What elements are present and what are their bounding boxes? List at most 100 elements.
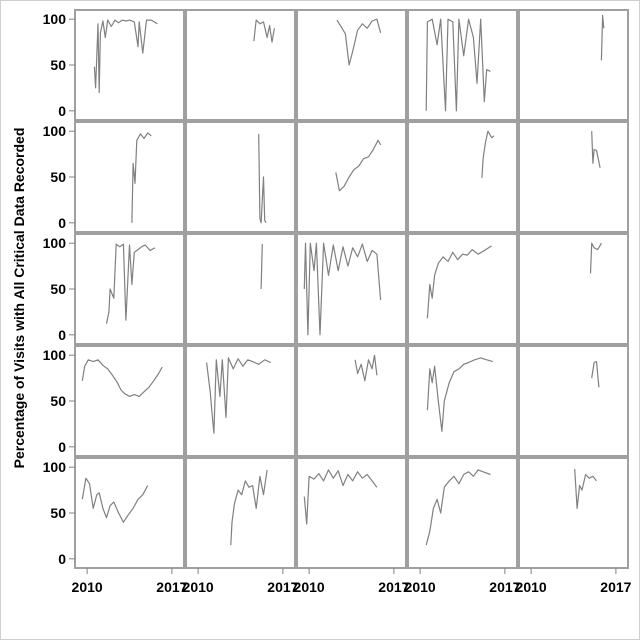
y-tick-label: 50 bbox=[50, 505, 66, 521]
panel-frame bbox=[185, 457, 296, 569]
x-tick-label: 2017 bbox=[267, 579, 298, 595]
panel-frame bbox=[185, 9, 296, 121]
y-tick-label: 50 bbox=[50, 57, 66, 73]
panel-r3-c2 bbox=[185, 233, 296, 345]
panel-frame bbox=[296, 121, 407, 233]
panel-r4-c1 bbox=[74, 345, 185, 457]
panel-r4-c3 bbox=[296, 345, 407, 457]
x-tick-label: 2017 bbox=[378, 579, 409, 595]
y-ticks-group: 0 50 100 0 50 100 0 50 100 0 50 100 0 50 100 bbox=[43, 11, 75, 567]
series-line bbox=[574, 468, 597, 509]
panel-r5-c4 bbox=[407, 457, 518, 569]
panel-r4-c4 bbox=[407, 345, 518, 457]
panel-r2-c4 bbox=[407, 121, 518, 233]
panel-frame bbox=[407, 9, 518, 121]
panel-frame bbox=[407, 121, 518, 233]
panel-frame bbox=[74, 345, 185, 457]
panel-r5-c3 bbox=[296, 457, 407, 569]
y-tick-label: 100 bbox=[43, 235, 67, 251]
y-tick-label: 100 bbox=[43, 347, 67, 363]
panel-r2-c2 bbox=[185, 121, 296, 233]
series-line bbox=[426, 357, 493, 432]
panel-r2-c3 bbox=[296, 121, 407, 233]
series-line bbox=[303, 469, 378, 525]
series-line bbox=[335, 139, 382, 192]
x-tick-label: 2010 bbox=[294, 579, 325, 595]
y-tick-label: 0 bbox=[58, 551, 66, 567]
y-tick-label: 0 bbox=[58, 439, 66, 455]
panel-r1-c4 bbox=[407, 9, 518, 121]
panel-r3-c3 bbox=[296, 233, 407, 345]
x-tick-label: 2017 bbox=[156, 579, 187, 595]
panel-frame bbox=[296, 345, 407, 457]
panel-r4-c5 bbox=[518, 345, 629, 457]
series-line bbox=[230, 469, 268, 546]
panel-frame bbox=[74, 9, 185, 121]
x-tick-label: 2010 bbox=[72, 579, 103, 595]
series-line bbox=[105, 243, 156, 324]
series-line bbox=[425, 18, 491, 112]
series-line bbox=[93, 19, 158, 94]
series-line bbox=[600, 14, 605, 61]
panel-frame bbox=[296, 9, 407, 121]
panel-frame bbox=[407, 345, 518, 457]
panel-r5-c2 bbox=[185, 457, 296, 569]
panel-frame bbox=[518, 457, 629, 569]
series-line bbox=[354, 354, 378, 382]
panel-frame bbox=[518, 233, 629, 345]
series-line bbox=[81, 477, 149, 523]
x-tick-label: 2010 bbox=[183, 579, 214, 595]
series-line bbox=[303, 242, 382, 336]
series-line bbox=[253, 19, 275, 43]
y-axis-label: Percentage of Visits with All Critical D… bbox=[11, 128, 27, 469]
panel-r3-c4 bbox=[407, 233, 518, 345]
y-tick-label: 0 bbox=[58, 215, 66, 231]
panel-frame bbox=[518, 121, 629, 233]
y-tick-label: 100 bbox=[43, 11, 67, 27]
y-tick-label: 50 bbox=[50, 169, 66, 185]
panel-r5-c5 bbox=[518, 457, 629, 569]
series-line bbox=[425, 469, 491, 546]
y-tick-label: 0 bbox=[58, 103, 66, 119]
panel-frame bbox=[185, 345, 296, 457]
y-tick-label: 50 bbox=[50, 393, 66, 409]
panel-r2-c1 bbox=[74, 121, 185, 233]
series-line bbox=[336, 18, 382, 66]
x-tick-label: 2017 bbox=[489, 579, 520, 595]
panel-frame bbox=[518, 345, 629, 457]
series-line bbox=[589, 242, 602, 274]
series-line bbox=[206, 357, 272, 434]
panel-r3-c1 bbox=[74, 233, 185, 345]
panel-frame bbox=[407, 457, 518, 569]
series-line bbox=[258, 133, 267, 224]
y-tick-label: 100 bbox=[43, 123, 67, 139]
series-line bbox=[591, 361, 600, 388]
panel-r4-c2 bbox=[185, 345, 296, 457]
series-line bbox=[426, 245, 492, 319]
panel-r1-c5 bbox=[518, 9, 629, 121]
series-line bbox=[260, 244, 263, 290]
panel-frame bbox=[296, 457, 407, 569]
series-line bbox=[481, 130, 495, 178]
panel-r1-c1 bbox=[74, 9, 185, 121]
panel-r5-c1 bbox=[74, 457, 185, 569]
series-line bbox=[131, 132, 152, 223]
y-tick-label: 50 bbox=[50, 281, 66, 297]
panel-r1-c3 bbox=[296, 9, 407, 121]
x-tick-label: 2010 bbox=[405, 579, 436, 595]
panel-frame bbox=[185, 233, 296, 345]
panel-r3-c5 bbox=[518, 233, 629, 345]
y-tick-label: 0 bbox=[58, 327, 66, 343]
panels-group bbox=[74, 9, 629, 569]
series-line bbox=[81, 359, 163, 397]
y-tick-label: 100 bbox=[43, 459, 67, 475]
panel-r2-c5 bbox=[518, 121, 629, 233]
panel-r1-c2 bbox=[185, 9, 296, 121]
panel-frame bbox=[185, 121, 296, 233]
x-tick-label: 2010 bbox=[516, 579, 547, 595]
panel-frame bbox=[407, 233, 518, 345]
panel-frame bbox=[518, 9, 629, 121]
